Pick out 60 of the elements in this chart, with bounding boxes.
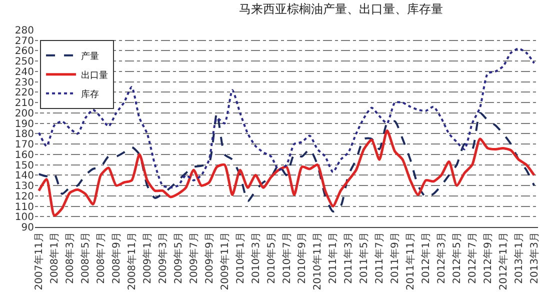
line-series (38, 112, 536, 212)
x-tick-label: 2013年1月 (512, 232, 525, 284)
y-tick-label: 200 (14, 108, 34, 120)
y-tick-label: 160 (14, 150, 34, 161)
x-tick-label: 2012年11月 (497, 232, 510, 290)
x-tick-label: 2011年5月 (358, 232, 370, 284)
legend-label: 库存 (81, 88, 100, 100)
y-tick-label: 170 (14, 140, 34, 151)
line-series (38, 129, 536, 217)
x-tick-label: 2010年9月 (296, 232, 308, 284)
y-tick-label: 250 (14, 56, 34, 68)
x-tick-label: 2010年5月 (265, 232, 278, 284)
y-tick-label: 140 (14, 170, 34, 182)
x-tick-label: 2007年11月 (33, 232, 46, 290)
x-tick-label: 2008年3月 (64, 232, 76, 284)
x-tick-label: 2009年5月 (172, 232, 184, 284)
y-tick-label: 260 (14, 46, 34, 58)
x-tick-label: 2010年1月 (234, 232, 246, 284)
x-tick-label: 2008年1月 (48, 232, 61, 284)
x-tick-label: 2008年5月 (80, 232, 92, 284)
y-tick-label: 120 (14, 191, 34, 202)
x-tick-label: 2011年1月 (327, 232, 340, 284)
y-tick-label: 210 (14, 98, 34, 110)
x-tick-label: 2009年1月 (141, 232, 154, 284)
x-tick-label: 2011年3月 (342, 232, 355, 284)
x-tick-label: 2012年3月 (436, 232, 448, 284)
y-tick-label: 240 (14, 66, 34, 78)
legend-label: 出口量 (81, 70, 108, 81)
line-series (38, 48, 536, 189)
x-tick-label: 2009年3月 (156, 232, 169, 284)
legend-label: 产量 (81, 50, 100, 62)
x-tick-label: 2012年5月 (451, 232, 463, 284)
y-tick-label: 150 (14, 160, 34, 172)
x-tick-label: 2010年11月 (312, 232, 324, 290)
y-tick-label: 230 (14, 77, 34, 88)
x-tick-label: 2009年9月 (203, 232, 216, 284)
y-tick-label: 90 (21, 222, 34, 234)
x-tick-label: 2008年9月 (110, 232, 122, 284)
x-tick-label: 2008年7月 (95, 232, 108, 284)
x-tick-label: 2013年3月 (528, 232, 540, 284)
x-tick-label: 2011年7月 (374, 232, 386, 284)
y-tick-label: 270 (14, 36, 34, 47)
x-tick-label: 2009年11月 (218, 232, 231, 290)
x-tick-label: 2009年7月 (188, 232, 200, 284)
y-tick-label: 130 (14, 181, 34, 192)
x-tick-label: 2012年7月 (466, 232, 478, 284)
y-tick-label: 190 (14, 118, 34, 130)
x-tick-label: 2012年1月 (420, 232, 432, 284)
chart-title: 马来西亚棕榈油产量、出口量、库存量 (239, 2, 443, 16)
y-tick-label: 100 (14, 212, 34, 224)
x-tick-label: 2012年9月 (482, 232, 494, 284)
x-tick-label: 2008年11月 (126, 232, 138, 290)
y-tick-label: 110 (14, 202, 34, 213)
x-tick-label: 2011年11月 (404, 232, 417, 290)
x-tick-label: 2010年3月 (250, 232, 262, 284)
y-tick-label: 180 (14, 129, 34, 140)
y-tick-label: 280 (14, 26, 34, 36)
x-tick-label: 2011年9月 (389, 232, 402, 284)
y-tick-label: 220 (14, 88, 34, 99)
x-tick-label: 2010年7月 (280, 232, 293, 284)
